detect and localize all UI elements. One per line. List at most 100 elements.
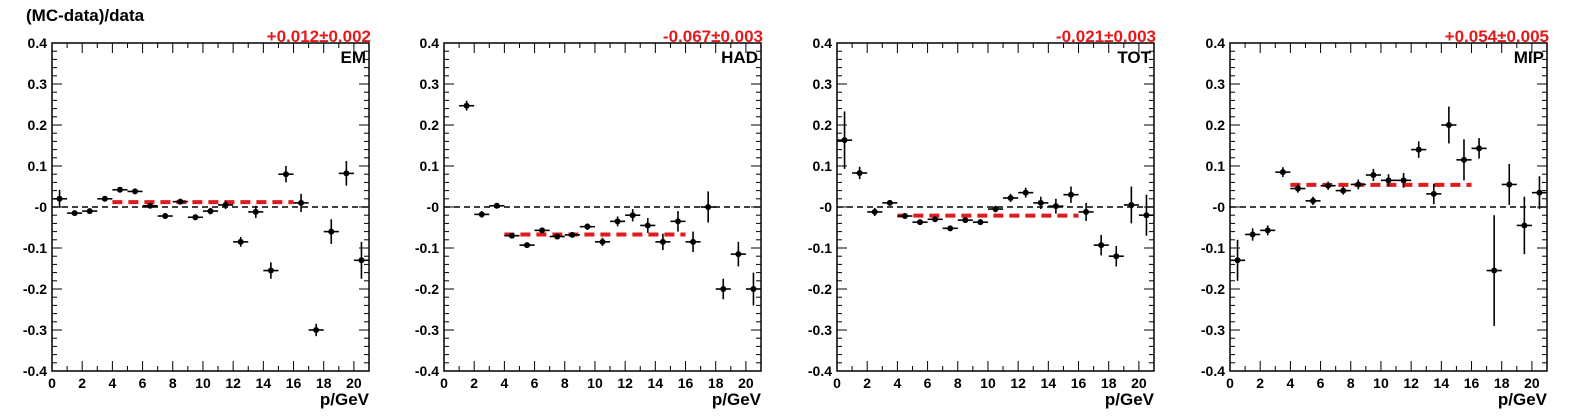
data-point	[323, 219, 339, 244]
y-tick-label: -0.4	[808, 363, 832, 379]
marker	[886, 199, 893, 206]
y-tick-label: 0.4	[28, 35, 48, 51]
data-point	[579, 223, 595, 230]
data-point	[852, 166, 868, 180]
x-tick-label: 16	[678, 375, 694, 391]
y-tick-label: -0.3	[23, 322, 47, 338]
marker	[1128, 201, 1135, 208]
data-point	[1320, 181, 1336, 190]
x-tick-label: 0	[833, 375, 841, 391]
marker	[977, 219, 984, 226]
data-point	[1003, 193, 1019, 203]
data-point	[594, 237, 611, 246]
data-point	[519, 242, 535, 249]
panel-had: -0.4 -0.3 -0.2 -0.1 -0 0.1 0.2 0.3 0.4 0 2 4 6 8 10 12 1…	[415, 27, 763, 409]
data-point	[1335, 186, 1351, 195]
marker	[690, 238, 697, 245]
y-axis-title: (MC-data)/data	[26, 6, 145, 25]
marker	[659, 238, 666, 245]
x-tick-label: 8	[169, 375, 177, 391]
data-point	[1501, 163, 1517, 205]
y-tick-label: 0.1	[813, 158, 833, 174]
y-tick-label: -0.1	[808, 240, 832, 256]
y-tick-label: 0.1	[28, 158, 48, 174]
x-tick-label: 10	[195, 375, 211, 391]
x-tick-label: 20	[1131, 375, 1147, 391]
y-tick-label: -0.4	[415, 363, 439, 379]
y-tick-label: 0.3	[1206, 76, 1226, 92]
y-tick-label: 0.3	[420, 76, 440, 92]
marker	[871, 208, 878, 215]
data-point	[549, 233, 565, 240]
x-tick-label: 2	[863, 375, 871, 391]
marker	[569, 231, 576, 238]
data-point	[1471, 138, 1487, 159]
y-tick-label: 0.2	[28, 117, 48, 133]
x-tick-label: 8	[561, 375, 569, 391]
marker	[1052, 203, 1059, 210]
y-tick-label: 0.4	[813, 35, 833, 51]
data-point	[1486, 215, 1502, 326]
x-tick-label: 12	[1403, 375, 1419, 391]
marker	[705, 204, 712, 210]
marker	[644, 222, 651, 229]
data-point	[957, 217, 973, 224]
marker	[298, 199, 305, 206]
data-point	[1093, 234, 1109, 256]
marker	[1264, 227, 1271, 234]
panel-mip: -0.4 -0.3 -0.2 -0.1 -0 0.1 0.2 0.3 0.4 0 2 4 6 8 10 12 1…	[1201, 27, 1549, 409]
marker	[1445, 122, 1452, 128]
marker	[674, 218, 681, 225]
x-tick-label: 12	[225, 375, 241, 391]
panel-tot: -0.4 -0.3 -0.2 -0.1 -0 0.1 0.2 0.3 0.4 0 2 4 6 8 10 12 1…	[808, 27, 1156, 409]
data-point	[685, 231, 701, 253]
marker	[901, 213, 908, 220]
y-tick-label: -0.2	[1201, 281, 1225, 297]
data-point	[489, 202, 505, 209]
data-point	[1426, 183, 1442, 205]
x-tick-label: 0	[48, 375, 56, 391]
data-point	[248, 205, 264, 219]
marker	[328, 228, 335, 235]
marker	[282, 171, 289, 178]
marker	[1143, 212, 1150, 219]
marker	[237, 238, 244, 245]
x-tick-label: 4	[108, 375, 116, 391]
marker	[267, 267, 274, 274]
x-tick-label: 2	[470, 375, 478, 391]
marker	[101, 195, 108, 202]
marker	[614, 218, 621, 225]
y-tick-label: -0.1	[23, 240, 47, 256]
marker	[1279, 169, 1286, 176]
x-tick-label: 4	[893, 375, 901, 391]
x-tick-label: 12	[617, 375, 633, 391]
y-tick-label: -0	[820, 199, 833, 215]
marker	[147, 202, 154, 209]
marker	[720, 286, 727, 292]
data-point	[1138, 194, 1154, 236]
data-point	[459, 100, 475, 111]
data-point	[1230, 239, 1246, 281]
marker	[1521, 222, 1528, 229]
data-point	[745, 272, 761, 306]
x-tick-label: 0	[1226, 375, 1234, 391]
data-point	[625, 209, 641, 222]
marker	[162, 213, 169, 220]
marker	[1430, 190, 1437, 197]
data-point	[534, 227, 550, 234]
x-tick-label: 4	[1286, 375, 1294, 391]
data-point	[338, 161, 354, 186]
data-point	[1290, 184, 1306, 193]
data-point	[233, 236, 249, 247]
data-point	[1033, 196, 1049, 210]
marker	[1476, 145, 1483, 152]
marker	[313, 327, 320, 333]
marker	[1460, 156, 1467, 163]
marker	[1234, 257, 1241, 264]
x-tick-label: 6	[1317, 375, 1325, 391]
y-tick-label: 0.3	[28, 76, 48, 92]
marker	[1007, 194, 1014, 201]
marker	[1506, 181, 1513, 188]
data-point	[293, 193, 309, 212]
